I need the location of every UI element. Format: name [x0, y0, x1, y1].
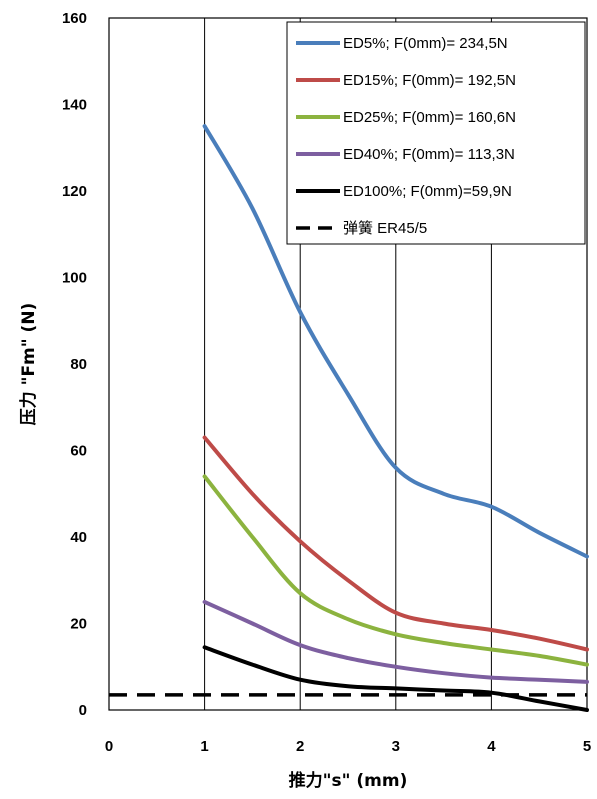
- legend-box: [286, 21, 586, 245]
- series-line-2: [202, 474, 589, 667]
- x-tick-label: 1: [200, 738, 208, 755]
- legend-label-0: ED5%; F(0mm)= 234,5N: [343, 35, 508, 52]
- x-tick-label: 0: [105, 738, 113, 755]
- y-tick-label: 0: [79, 702, 87, 719]
- y-tick-label: 100: [62, 270, 87, 287]
- y-tick-label: 80: [70, 356, 87, 373]
- y-tick-label: 160: [62, 10, 87, 27]
- legend-label-3: ED40%; F(0mm)= 113,3N: [343, 146, 515, 163]
- series-line-3: [202, 599, 589, 684]
- y-tick-label: 20: [70, 616, 87, 633]
- x-tick-label: 2: [296, 738, 304, 755]
- x-tick-label: 5: [583, 738, 591, 755]
- y-axis-ticks: 0 20 40 60 80 100 120 140 160: [62, 10, 87, 719]
- series-line-1: [202, 435, 589, 652]
- y-tick-label: 140: [62, 97, 87, 114]
- y-tick-label: 120: [62, 183, 87, 200]
- series-group: [109, 124, 589, 712]
- y-tick-label: 60: [70, 443, 87, 460]
- series-line-4: [202, 645, 589, 712]
- legend-label-1: ED15%; F(0mm)= 192,5N: [343, 72, 516, 89]
- y-tick-label: 40: [70, 529, 87, 546]
- y-axis-title: 压力 "Fm" (N): [18, 303, 39, 426]
- x-axis-ticks: 0 1 2 3 4 5: [105, 738, 591, 755]
- legend-label-5: 弹簧 ER45/5: [343, 220, 427, 237]
- legend: ED5%; F(0mm)= 234,5N ED15%; F(0mm)= 192,5…: [286, 21, 586, 245]
- x-tick-label: 3: [392, 738, 400, 755]
- series-line-0: [202, 124, 589, 559]
- legend-label-4: ED100%; F(0mm)=59,9N: [343, 183, 512, 200]
- legend-label-2: ED25%; F(0mm)= 160,6N: [343, 109, 516, 126]
- x-axis-title: 推力"s" (mm): [289, 770, 408, 791]
- x-tick-label: 4: [487, 738, 496, 755]
